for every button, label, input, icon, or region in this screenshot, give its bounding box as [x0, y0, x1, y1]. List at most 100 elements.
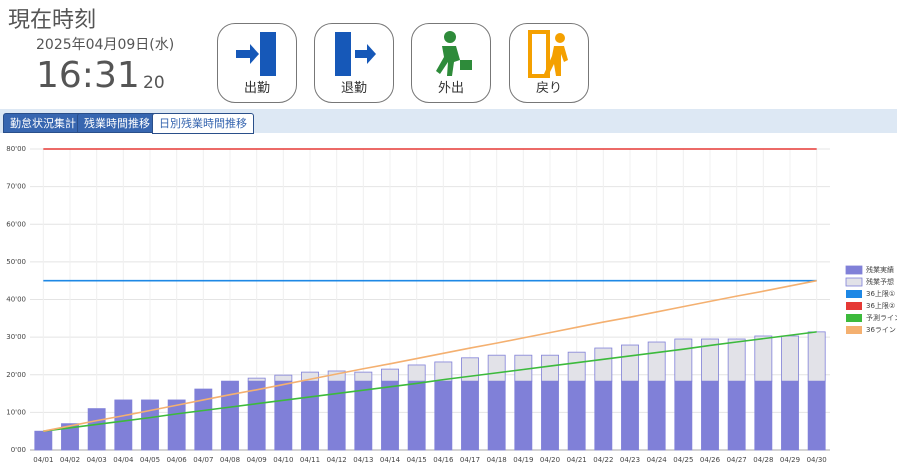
bar — [167, 399, 186, 451]
tab[interactable]: 勤怠状況集計 — [3, 113, 83, 133]
bar — [34, 430, 53, 451]
y-tick-label: 70'00 — [6, 183, 26, 191]
bar — [674, 338, 693, 382]
tab-active[interactable]: 日別残業時間推移 — [152, 113, 254, 134]
bar — [434, 380, 453, 451]
icon — [335, 32, 376, 76]
legend-swatch — [846, 290, 862, 298]
clock-out-button[interactable]: 退勤 — [314, 23, 394, 103]
bar — [541, 354, 559, 382]
go-out-button[interactable]: 外出 — [411, 23, 491, 103]
seconds: 20 — [143, 73, 165, 93]
x-tick-label: 04/10 — [273, 456, 293, 464]
bar — [594, 380, 613, 451]
icon — [528, 30, 568, 78]
bar — [541, 380, 559, 451]
bar — [514, 380, 533, 451]
date: 2025年04月09日(水) — [36, 37, 175, 53]
bar — [754, 335, 773, 382]
x-tick-label: 04/20 — [540, 456, 560, 464]
bar — [327, 380, 346, 451]
bar — [461, 380, 479, 451]
bar — [194, 388, 213, 451]
legend-swatch — [846, 314, 862, 322]
bar — [247, 377, 266, 382]
x-tick-label: 04/28 — [753, 456, 773, 464]
bar — [487, 354, 506, 382]
bar — [301, 380, 319, 451]
bar — [674, 380, 693, 451]
bar — [61, 423, 79, 451]
bar — [567, 380, 586, 451]
tab[interactable]: 残業時間推移 — [77, 113, 157, 133]
x-tick-label: 04/05 — [140, 456, 160, 464]
y-tick-label: 50'00 — [6, 258, 26, 266]
x-tick-label: 04/15 — [407, 456, 427, 464]
y-tick-label: 10'00 — [6, 408, 26, 416]
icon — [436, 31, 472, 76]
legend-label: 36上限② — [866, 301, 895, 310]
line — [43, 279, 817, 432]
legend-swatch — [846, 302, 862, 310]
x-tick-label: 04/17 — [460, 456, 480, 464]
legend-label: 36ライン — [866, 326, 896, 334]
x-tick-label: 04/19 — [513, 456, 533, 464]
icon — [236, 32, 276, 76]
bar — [87, 408, 106, 451]
title: 現在時刻 — [8, 8, 97, 33]
y-tick-label: 60'00 — [6, 220, 26, 228]
bar — [381, 368, 399, 382]
bar — [274, 374, 293, 382]
x-tick-label: 04/12 — [327, 456, 347, 464]
bar — [221, 380, 239, 451]
x-tick-label: 04/09 — [247, 456, 267, 464]
bar — [781, 335, 799, 382]
x-tick-label: 04/22 — [593, 456, 613, 464]
bar — [487, 380, 506, 451]
label: 外出 — [437, 81, 464, 96]
y-tick-label: 80'00 — [6, 145, 26, 153]
bar — [701, 380, 719, 451]
label: 退勤 — [340, 81, 367, 96]
x-tick-label: 04/21 — [567, 456, 587, 464]
bar — [274, 380, 293, 451]
x-tick-label: 04/26 — [700, 456, 721, 464]
x-tick-label: 04/24 — [647, 456, 668, 464]
bar — [727, 380, 746, 451]
legend-swatch — [846, 326, 862, 334]
bar — [807, 331, 826, 382]
x-tick-label: 04/11 — [300, 456, 320, 464]
bar — [754, 380, 773, 451]
y-tick-label: 0'00 — [11, 446, 26, 454]
bar — [621, 344, 639, 382]
legend-label: 36上限① — [866, 289, 895, 298]
bar — [647, 341, 666, 382]
x-tick-label: 04/02 — [60, 456, 80, 464]
tab-bar: 勤怠状況集計 残業時間推移 日別残業時間推移 — [0, 109, 897, 134]
bar — [727, 338, 746, 382]
legend-swatch — [845, 265, 863, 275]
y-tick-label: 40'00 — [6, 296, 26, 304]
x-tick-label: 04/06 — [167, 456, 188, 464]
bar — [621, 380, 639, 451]
bar — [301, 371, 319, 382]
legend-label: 予測ライン — [866, 313, 897, 322]
bar — [407, 364, 426, 382]
x-tick-label: 04/18 — [487, 456, 507, 464]
legend-label: 残業実績 — [866, 265, 894, 274]
x-tick-label: 04/30 — [807, 456, 827, 464]
x-tick-label: 04/08 — [220, 456, 240, 464]
legend-label: 残業予想 — [866, 277, 894, 286]
x-tick-label: 04/03 — [87, 456, 107, 464]
bar — [567, 351, 586, 382]
bar — [594, 347, 613, 382]
bar — [434, 361, 453, 382]
y-tick-label: 30'00 — [6, 333, 26, 341]
x-tick-label: 04/25 — [673, 456, 693, 464]
return-button[interactable]: 戻り — [509, 23, 589, 103]
label: 戻り — [535, 81, 562, 96]
bar — [807, 380, 826, 451]
x-tick-label: 04/16 — [433, 456, 454, 464]
legend-swatch — [845, 277, 863, 287]
clock-in-button[interactable]: 出勤 — [217, 23, 297, 103]
